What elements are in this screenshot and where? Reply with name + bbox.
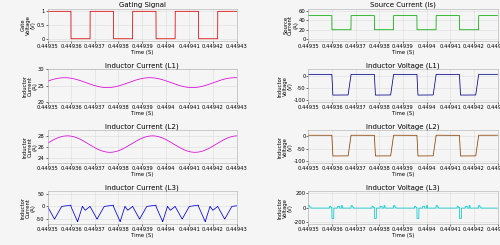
X-axis label: Time (S): Time (S) — [131, 111, 153, 116]
Title: Inductor Current (L3): Inductor Current (L3) — [105, 184, 179, 191]
Title: Inductor Current (L2): Inductor Current (L2) — [105, 124, 179, 130]
Title: Inductor Voltage (L3): Inductor Voltage (L3) — [366, 184, 440, 191]
Y-axis label: Inductor
Voltage
(V): Inductor Voltage (V) — [278, 197, 293, 219]
X-axis label: Time (S): Time (S) — [392, 111, 414, 116]
Title: Gating Signal: Gating Signal — [118, 2, 166, 8]
X-axis label: Time (S): Time (S) — [392, 172, 414, 177]
X-axis label: Time (S): Time (S) — [131, 172, 153, 177]
Title: Inductor Voltage (L1): Inductor Voltage (L1) — [366, 63, 440, 69]
Y-axis label: Inductor
Voltage
(V): Inductor Voltage (V) — [278, 75, 293, 97]
X-axis label: Time (S): Time (S) — [131, 233, 153, 238]
Title: Source Current (Is): Source Current (Is) — [370, 2, 436, 8]
X-axis label: Time (S): Time (S) — [392, 50, 414, 55]
Title: Inductor Voltage (L2): Inductor Voltage (L2) — [366, 124, 440, 130]
X-axis label: Time (S): Time (S) — [131, 50, 153, 55]
X-axis label: Time (S): Time (S) — [392, 233, 414, 238]
Title: Inductor Current (L1): Inductor Current (L1) — [105, 63, 179, 69]
Y-axis label: Source
Current
(A): Source Current (A) — [283, 15, 298, 35]
Y-axis label: Inductor
Current
(A): Inductor Current (A) — [22, 75, 38, 97]
Y-axis label: Inductor
Current
(A): Inductor Current (A) — [22, 136, 38, 158]
Y-axis label: Gate
Voltage
(V): Gate Voltage (V) — [20, 15, 36, 35]
Y-axis label: Inductor
Voltage
(V): Inductor Voltage (V) — [278, 136, 293, 158]
Y-axis label: Inductor
Current
(A): Inductor Current (A) — [20, 197, 36, 219]
